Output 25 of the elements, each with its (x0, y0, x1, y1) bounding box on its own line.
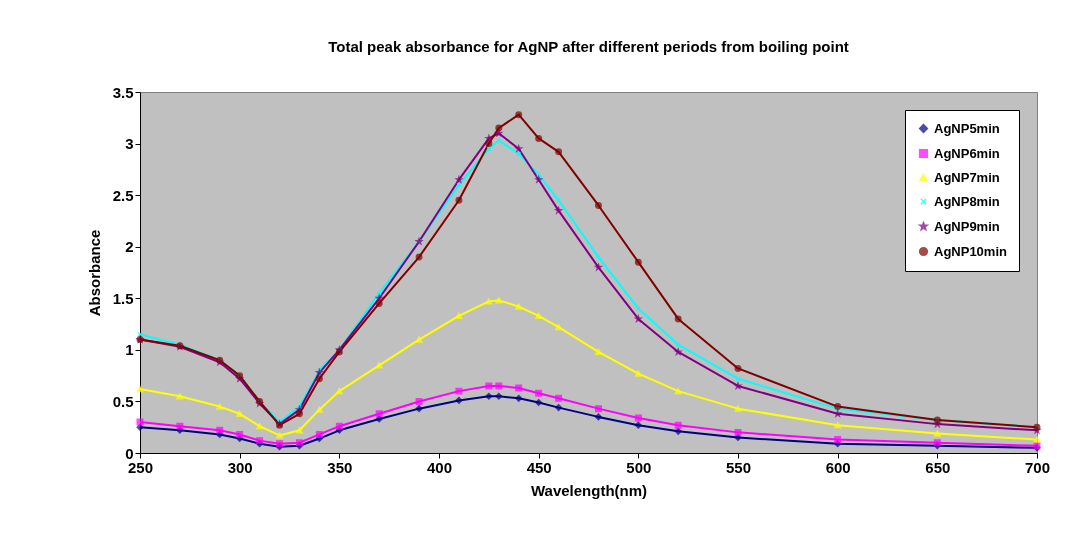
x-tick-label: 400 (426, 458, 453, 476)
chart-title: Total peak absorbance for AgNP after different periods from boiling point (328, 38, 849, 55)
legend-label: AgNP7min (934, 169, 1000, 185)
y-tick-label: 2 (125, 238, 134, 256)
legend-label: AgNP6min (934, 145, 1000, 161)
legend-label: AgNP9min (934, 218, 1000, 234)
x-axis-title: Wavelength(nm) (530, 481, 648, 499)
x-tick-label: 700 (1024, 458, 1051, 476)
y-tick-label: 0.5 (112, 392, 134, 410)
x-tick-label: 600 (825, 458, 851, 476)
x-tick-label: 300 (227, 458, 253, 476)
y-tick-label: 2.5 (112, 186, 134, 204)
y-tick-label: 3 (125, 135, 134, 153)
legend-label: AgNP10min (934, 243, 1008, 259)
legend-label: AgNP8min (934, 193, 1000, 209)
x-tick-label: 650 (925, 458, 951, 476)
legend-label: AgNP5min (934, 120, 1000, 136)
x-tick-label: 350 (327, 458, 353, 476)
x-tick-label: 550 (725, 458, 752, 476)
y-tick-label: 1 (125, 341, 134, 359)
y-tick-label: 1.5 (112, 289, 134, 307)
x-tick-label: 450 (526, 458, 552, 476)
y-tick-label: 3.5 (112, 83, 134, 101)
x-tick-label: 500 (626, 458, 652, 476)
y-axis-title: Absorbance (85, 229, 103, 317)
